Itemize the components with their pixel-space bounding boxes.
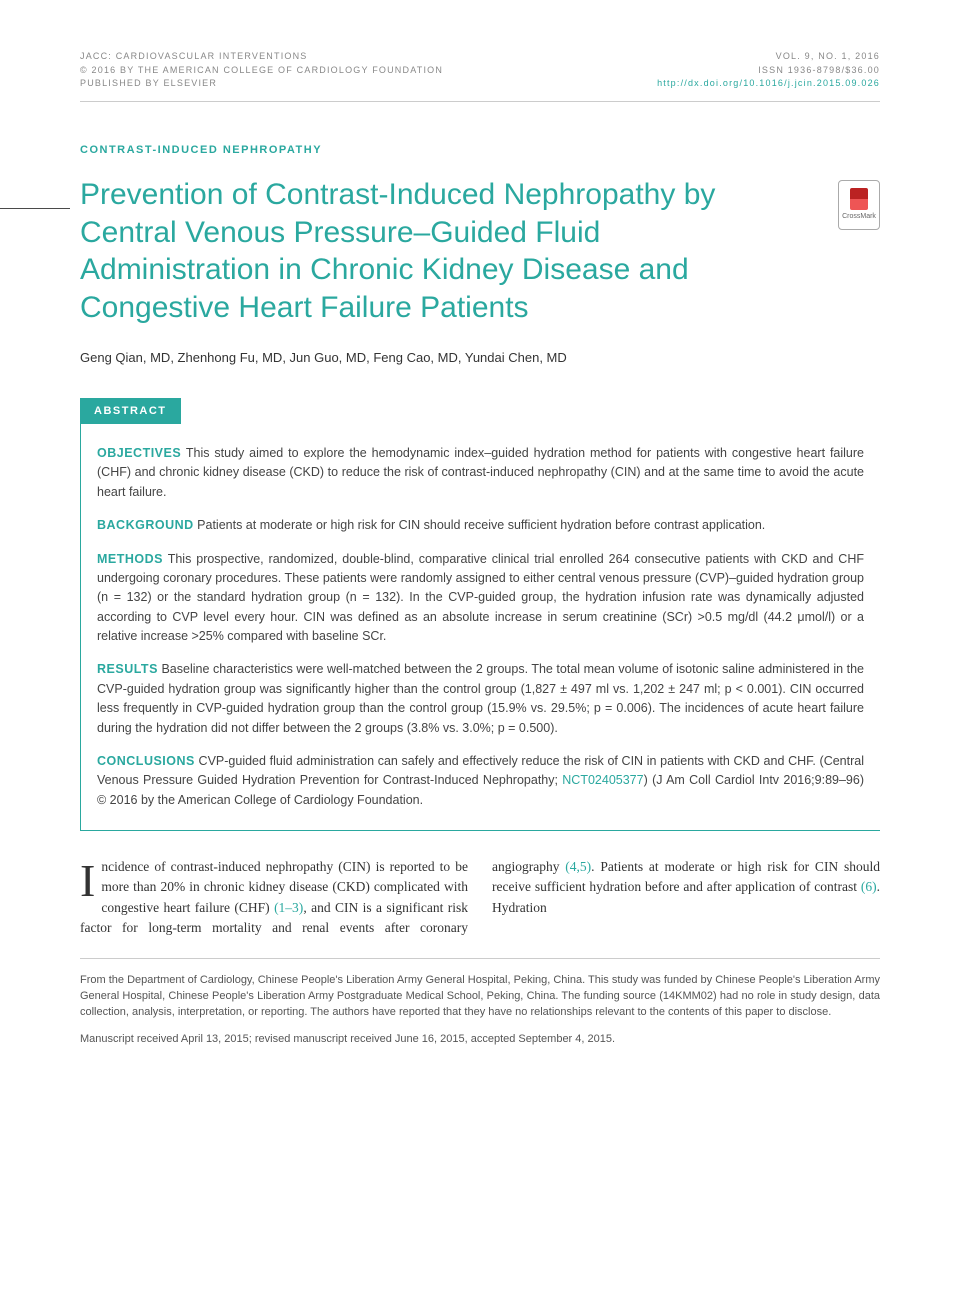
footnote-divider bbox=[80, 958, 880, 959]
running-header: JACC: CARDIOVASCULAR INTERVENTIONS © 201… bbox=[80, 50, 880, 91]
section-label: CONTRAST-INDUCED NEPHROPATHY bbox=[80, 142, 880, 159]
citation-4-5[interactable]: (4,5) bbox=[565, 859, 591, 874]
abstract-key-objectives: OBJECTIVES bbox=[97, 446, 181, 460]
crossmark-badge[interactable]: CrossMark bbox=[838, 180, 880, 230]
crossmark-label: CrossMark bbox=[842, 212, 876, 223]
abstract-objectives: OBJECTIVES This study aimed to explore t… bbox=[97, 444, 864, 502]
affiliation-footnote: From the Department of Cardiology, Chine… bbox=[80, 973, 880, 1021]
nct-link[interactable]: NCT02405377 bbox=[562, 773, 643, 787]
journal-name: JACC: CARDIOVASCULAR INTERVENTIONS bbox=[80, 50, 443, 64]
header-divider bbox=[80, 101, 880, 102]
intro-paragraph: Incidence of contrast-induced nephropath… bbox=[80, 857, 880, 938]
abstract-key-methods: METHODS bbox=[97, 552, 163, 566]
body-text: Incidence of contrast-induced nephropath… bbox=[80, 857, 880, 938]
abstract-key-results: RESULTS bbox=[97, 662, 158, 676]
citation-1-3[interactable]: (1–3) bbox=[274, 900, 303, 915]
issue-info: VOL. 9, NO. 1, 2016 bbox=[657, 50, 880, 64]
abstract-key-conclusions: CONCLUSIONS bbox=[97, 754, 195, 768]
article-title: Prevention of Contrast-Induced Nephropat… bbox=[80, 176, 740, 326]
issn-info: ISSN 1936-8798/$36.00 bbox=[657, 64, 880, 78]
abstract-key-background: BACKGROUND bbox=[97, 518, 194, 532]
publisher-line: PUBLISHED BY ELSEVIER bbox=[80, 77, 443, 91]
abstract-conclusions: CONCLUSIONS CVP-guided fluid administrat… bbox=[97, 752, 864, 810]
doi-link[interactable]: http://dx.doi.org/10.1016/j.jcin.2015.09… bbox=[657, 78, 880, 88]
crossmark-icon bbox=[850, 188, 868, 210]
abstract-box: OBJECTIVES This study aimed to explore t… bbox=[80, 424, 880, 831]
author-list: Geng Qian, MD, Zhenhong Fu, MD, Jun Guo,… bbox=[80, 348, 880, 368]
abstract-heading: ABSTRACT bbox=[80, 398, 181, 425]
abstract-results: RESULTS Baseline characteristics were we… bbox=[97, 660, 864, 738]
abstract-background: BACKGROUND Patients at moderate or high … bbox=[97, 516, 864, 535]
abstract-methods: METHODS This prospective, randomized, do… bbox=[97, 550, 864, 647]
dropcap: I bbox=[80, 857, 101, 901]
manuscript-dates: Manuscript received April 13, 2015; revi… bbox=[80, 1031, 880, 1048]
left-margin-rule bbox=[0, 208, 70, 209]
copyright-line: © 2016 BY THE AMERICAN COLLEGE OF CARDIO… bbox=[80, 64, 443, 78]
citation-6[interactable]: (6) bbox=[861, 879, 877, 894]
